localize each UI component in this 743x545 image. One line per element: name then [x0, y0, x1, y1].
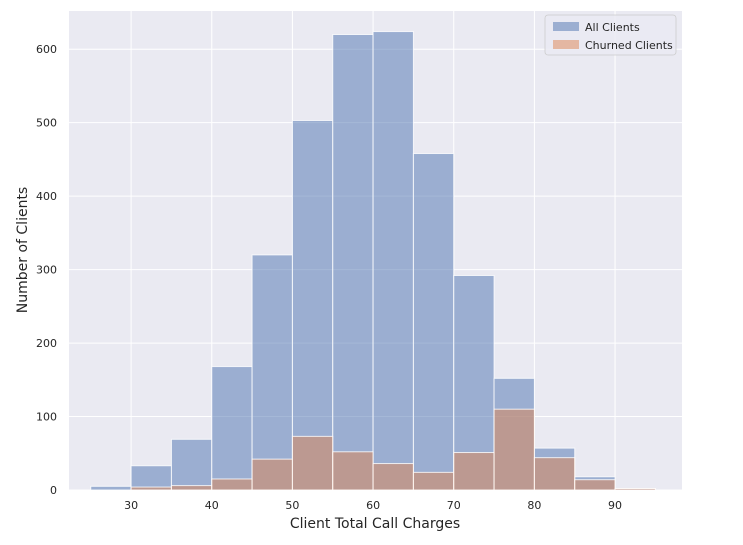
histogram-bar [412, 153, 455, 491]
histogram-bar [574, 479, 616, 491]
histogram-bar [170, 485, 213, 491]
histogram-bar [332, 34, 374, 491]
histogram-bar [251, 458, 293, 491]
histogram-bar [332, 451, 374, 491]
histogram-bar [170, 438, 213, 491]
x-tick-label: 30 [124, 499, 138, 512]
y-tick-labels: 0 100 200 300 400 500 600 [36, 43, 57, 497]
y-tick-label: 600 [36, 43, 57, 56]
histogram-bar [372, 31, 414, 491]
y-axis-label: Number of Clients [15, 187, 31, 313]
histogram-bar [211, 366, 253, 491]
histogram-bar [291, 435, 334, 491]
legend: All Clients Churned Clients [544, 14, 677, 56]
histogram-bar [372, 463, 414, 491]
histogram-bar [291, 119, 334, 491]
legend-swatch [553, 40, 579, 49]
bars [90, 31, 656, 491]
histogram-bar [130, 486, 172, 491]
legend-swatch [553, 22, 579, 31]
x-tick-labels: 30 40 50 60 70 80 90 [124, 499, 622, 512]
x-tick-label: 70 [447, 499, 461, 512]
y-tick-label: 200 [36, 337, 57, 350]
x-tick-label: 50 [285, 499, 299, 512]
histogram-bar [533, 457, 576, 491]
x-tick-label: 90 [608, 499, 622, 512]
histogram-bar [251, 254, 293, 491]
histogram-bar [211, 478, 253, 491]
y-tick-label: 400 [36, 190, 57, 203]
histogram-bar [453, 452, 495, 491]
histogram-bar [614, 488, 656, 491]
y-tick-label: 0 [50, 484, 57, 497]
histogram-bar [90, 485, 132, 491]
y-tick-label: 300 [36, 264, 57, 277]
x-tick-label: 80 [527, 499, 541, 512]
y-tick-label: 100 [36, 411, 57, 424]
histogram-bar [412, 471, 455, 491]
x-tick-label: 40 [205, 499, 219, 512]
x-axis-label: Client Total Call Charges [290, 516, 460, 532]
legend-label: All Clients [585, 21, 640, 34]
x-tick-label: 60 [366, 499, 380, 512]
y-tick-label: 500 [36, 117, 57, 130]
histogram-bar [493, 408, 535, 491]
histogram-bar [130, 465, 172, 491]
series-churned-clients [130, 408, 656, 491]
legend-label: Churned Clients [585, 39, 673, 52]
